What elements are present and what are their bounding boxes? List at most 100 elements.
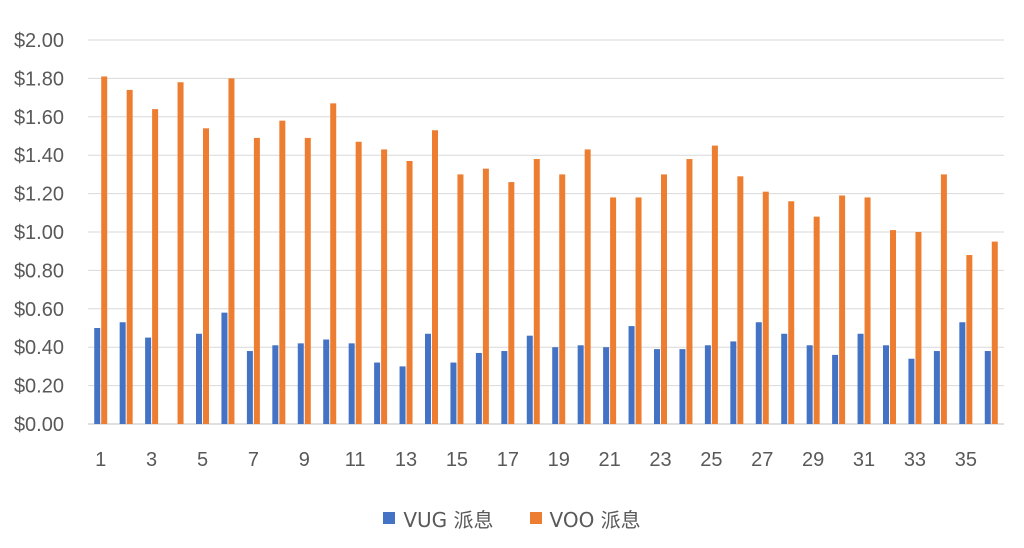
bar-vug [145,337,152,424]
x-tick-label: 19 [548,449,570,471]
bar-voo [788,201,795,424]
x-tick-label: 13 [395,449,417,471]
x-tick-label: 25 [700,449,722,471]
bar-chart: $0.00 $0.20 $0.40 $0.60 $0.80 $1.00 $1.20 $1.40… [14,30,1004,471]
bar-vug [654,349,660,424]
y-tick-label: $1.40 [14,145,64,167]
x-tick-label: 31 [853,449,875,471]
bar-vug [857,333,864,424]
bar-vug [755,322,762,424]
bar-vug [374,362,381,424]
bar-voo [966,255,973,424]
bar-voo [279,120,286,424]
bar-voo [559,174,566,424]
bar-vug [552,347,559,424]
bar-vug [984,351,991,424]
bar-voo [864,197,871,424]
bar-voo [126,89,133,425]
bar-voo [482,168,489,424]
bar-voo [203,128,209,424]
bar-vug [603,347,610,424]
legend-label-vug: VUG 派息 [403,507,494,532]
y-tick-label: $0.20 [14,376,64,398]
bar-vug [425,333,431,424]
bar-vug [196,333,202,424]
y-tick-label: $0.00 [14,414,64,436]
bar-vug [501,351,508,424]
x-tick-label: 15 [446,449,468,471]
bar-vug [704,345,711,424]
bar-vug [348,343,355,424]
bar-voo [177,82,184,425]
bar-vug [730,341,737,424]
bar-voo [584,149,591,424]
bar-vug [475,352,482,424]
x-tick-label: 23 [649,449,671,471]
x-tick-label: 1 [95,449,106,471]
bar-voo [991,241,998,424]
legend-item-vug: VUG 派息 [383,504,494,533]
bar-vug [883,345,889,424]
bar-vug [272,345,279,424]
bar-vug [297,343,304,424]
bar-vug [933,351,940,424]
bar-voo [635,197,642,424]
bar-voo [686,159,693,425]
bar-voo [813,216,820,424]
y-tick-label: $0.40 [14,337,64,359]
x-tick-label: 27 [751,449,773,471]
bar-vug [806,345,813,424]
bar-vug [959,322,966,424]
bar-voo [253,137,260,425]
bar-vug [908,358,915,424]
y-tick-label: $1.20 [14,184,64,206]
bar-voo [228,78,235,425]
bar-voo [661,174,667,424]
bar-vug [526,335,533,424]
bar-voo [737,176,744,424]
x-tick-label: 9 [299,449,310,471]
legend: VUG 派息 VOO 派息 [0,500,1024,536]
bar-voo [915,232,922,424]
legend-label-voo: VOO 派息 [549,507,641,532]
bar-voo [432,130,438,425]
x-tick-label: 35 [955,449,977,471]
x-tick-label: 33 [904,449,926,471]
bar-vug [119,322,126,424]
bar-vug [679,349,686,424]
bar-vug [781,333,788,424]
bar-voo [152,109,159,425]
bar-voo [762,191,769,424]
bar-vug [450,362,457,424]
bar-voo [304,137,311,425]
bar-voo [457,174,464,424]
y-tick-label: $1.00 [14,222,64,244]
bar-voo [330,103,337,425]
bar-vug [832,354,839,424]
bar-vug [94,328,101,424]
y-tick-label: $0.80 [14,260,64,282]
bar-voo [890,230,896,424]
bar-vug [323,339,330,424]
y-tick-label: $0.60 [14,299,64,321]
bar-voo [610,197,617,424]
x-tick-label: 17 [497,449,519,471]
bar-vug [628,326,635,424]
bar-vug [246,351,253,424]
bar-voo [508,182,515,424]
legend-swatch-vug [383,512,396,524]
bar-voo [711,145,718,424]
y-tick-label: $1.80 [14,68,64,90]
legend-item-voo: VOO 派息 [529,504,641,533]
bar-voo [839,195,846,424]
x-tick-label: 5 [197,449,208,471]
x-tick-label: 7 [248,449,259,471]
x-tick-label: 11 [345,449,366,471]
bar-vug [399,366,406,424]
bar-voo [940,174,947,424]
bar-voo [381,149,388,424]
bar-voo [406,160,413,424]
bar-vug [577,345,584,424]
bar-voo [533,159,540,425]
